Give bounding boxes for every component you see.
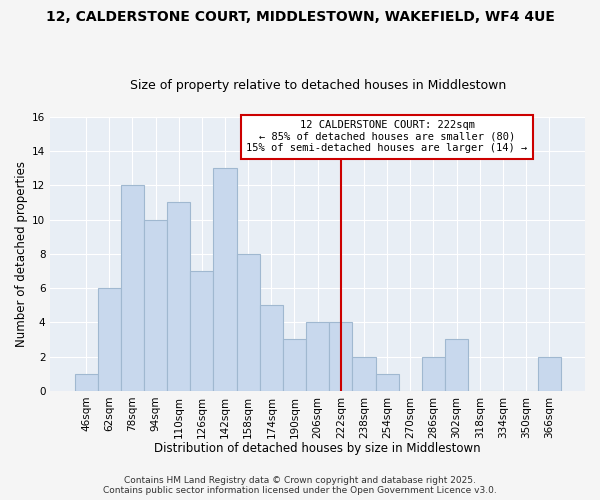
Bar [306,322,329,391]
Bar [214,168,236,391]
Bar [121,186,144,391]
Title: Size of property relative to detached houses in Middlestown: Size of property relative to detached ho… [130,79,506,92]
Bar [352,356,376,391]
X-axis label: Distribution of detached houses by size in Middlestown: Distribution of detached houses by size … [154,442,481,455]
Text: 12 CALDERSTONE COURT: 222sqm
← 85% of detached houses are smaller (80)
15% of se: 12 CALDERSTONE COURT: 222sqm ← 85% of de… [247,120,528,154]
Bar [236,254,260,391]
Bar [422,356,445,391]
Bar [74,374,98,391]
Text: 12, CALDERSTONE COURT, MIDDLESTOWN, WAKEFIELD, WF4 4UE: 12, CALDERSTONE COURT, MIDDLESTOWN, WAKE… [46,10,554,24]
Bar [98,288,121,391]
Bar [167,202,190,391]
Bar [329,322,352,391]
Bar [144,220,167,391]
Bar [445,340,468,391]
Bar [376,374,398,391]
Bar [283,340,306,391]
Bar [260,305,283,391]
Text: Contains HM Land Registry data © Crown copyright and database right 2025.
Contai: Contains HM Land Registry data © Crown c… [103,476,497,495]
Bar [538,356,560,391]
Y-axis label: Number of detached properties: Number of detached properties [15,161,28,347]
Bar [190,271,214,391]
